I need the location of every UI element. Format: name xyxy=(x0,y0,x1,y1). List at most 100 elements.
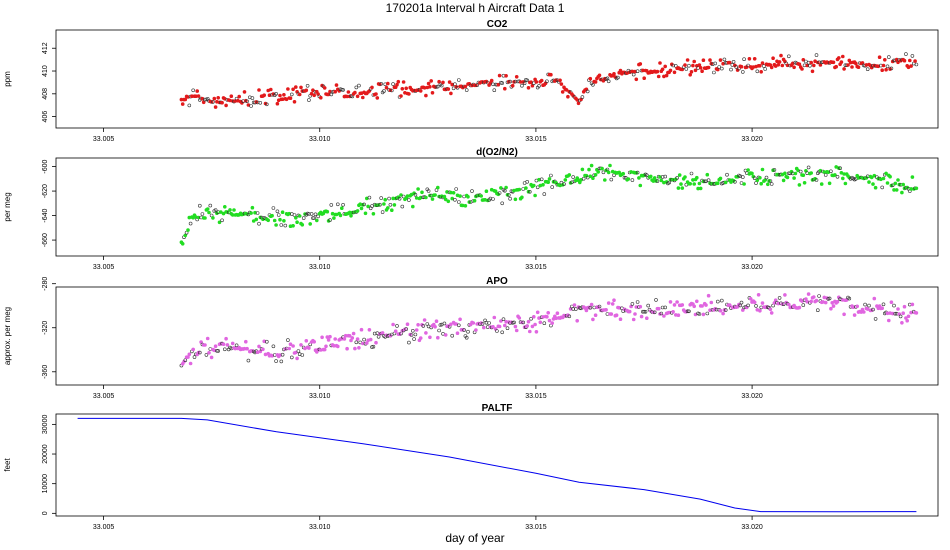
data-point xyxy=(504,74,508,78)
data-point xyxy=(439,83,444,88)
data-point xyxy=(884,171,888,176)
data-point xyxy=(400,87,405,91)
data-point xyxy=(575,318,580,323)
data-point xyxy=(502,86,507,91)
data-point xyxy=(573,307,578,311)
data-point xyxy=(631,72,636,77)
data-point xyxy=(392,203,397,207)
data-point xyxy=(341,203,345,207)
data-point xyxy=(896,307,900,311)
data-point xyxy=(597,73,602,78)
data-point xyxy=(517,316,522,320)
data-point xyxy=(827,296,832,301)
data-point xyxy=(547,318,552,323)
data-point xyxy=(873,317,878,321)
data-point xyxy=(622,175,627,180)
data-point xyxy=(842,67,846,71)
data-point xyxy=(484,189,489,193)
data-point xyxy=(731,59,736,64)
data-point xyxy=(433,324,437,329)
data-point xyxy=(747,56,752,61)
data-point xyxy=(698,186,703,191)
data-point xyxy=(675,176,679,180)
data-point xyxy=(738,303,743,308)
data-point xyxy=(187,103,192,108)
data-point xyxy=(680,303,685,307)
data-point xyxy=(244,339,248,344)
data-point xyxy=(376,334,381,339)
data-point xyxy=(293,216,298,220)
data-point xyxy=(618,68,623,73)
data-point xyxy=(520,83,524,88)
data-point xyxy=(677,173,682,177)
y-axis-label: feet xyxy=(3,458,12,472)
data-point xyxy=(842,312,846,317)
data-point xyxy=(668,68,673,73)
data-point xyxy=(846,63,850,67)
data-point xyxy=(634,305,639,309)
data-point xyxy=(291,344,295,348)
data-point xyxy=(212,348,217,353)
data-point xyxy=(341,88,345,92)
data-point xyxy=(367,195,372,200)
data-point xyxy=(762,64,766,68)
data-point xyxy=(817,294,821,298)
data-point xyxy=(793,171,798,176)
data-point xyxy=(668,300,673,304)
data-point xyxy=(492,88,497,92)
data-point xyxy=(221,211,226,216)
data-point xyxy=(228,208,232,212)
data-point xyxy=(776,63,781,67)
data-point xyxy=(588,305,593,310)
data-point xyxy=(220,100,224,105)
data-point xyxy=(839,60,844,64)
data-point xyxy=(672,303,677,307)
data-point xyxy=(642,309,647,314)
data-point xyxy=(765,182,770,187)
data-point xyxy=(610,302,615,306)
data-point xyxy=(374,340,378,345)
data-point xyxy=(576,101,581,106)
data-point xyxy=(723,308,728,312)
data-point xyxy=(289,92,294,97)
data-point xyxy=(591,83,595,87)
x-tick-label: 33.005 xyxy=(93,393,115,400)
data-point xyxy=(633,312,637,316)
data-point xyxy=(366,204,370,209)
data-point xyxy=(786,302,791,307)
data-point xyxy=(721,311,725,316)
data-point xyxy=(663,305,668,310)
data-point xyxy=(379,196,384,200)
data-point xyxy=(400,204,405,209)
data-point xyxy=(434,319,439,324)
data-point xyxy=(497,324,502,329)
data-point xyxy=(305,84,310,88)
data-point xyxy=(458,317,462,322)
data-point xyxy=(363,211,368,216)
data-point xyxy=(378,202,382,207)
data-point xyxy=(311,216,315,220)
data-point xyxy=(712,70,716,75)
data-point xyxy=(764,175,769,180)
data-point xyxy=(271,344,276,349)
x-tick-label: 33.020 xyxy=(741,524,763,531)
data-point xyxy=(463,84,468,89)
data-point xyxy=(852,313,857,317)
data-point xyxy=(217,220,222,225)
data-point xyxy=(539,177,544,182)
y-tick-label: -320 xyxy=(42,321,49,335)
data-point xyxy=(413,192,418,197)
data-point xyxy=(359,206,364,211)
panel-1: d(O2/N2) per meg 33.005 33.010 33.015 33.020 -… xyxy=(3,147,939,271)
data-point xyxy=(706,293,711,298)
data-point xyxy=(683,63,687,67)
data-point xyxy=(777,296,782,300)
data-point xyxy=(692,182,697,186)
data-point xyxy=(456,200,461,204)
data-point xyxy=(655,179,660,183)
data-point xyxy=(687,309,691,314)
data-point xyxy=(612,173,616,178)
data-point xyxy=(312,93,317,98)
data-point xyxy=(491,324,495,329)
data-point xyxy=(454,187,459,191)
